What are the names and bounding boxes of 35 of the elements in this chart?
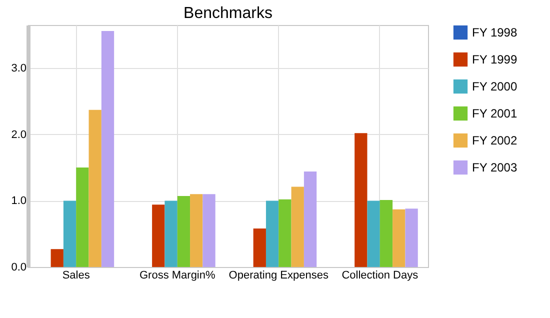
legend-label: FY 1998 (472, 26, 518, 40)
bar (50, 249, 64, 267)
y-tick-label: 0.0 (11, 262, 26, 274)
bar (304, 172, 317, 267)
legend-label: FY 2002 (472, 134, 518, 148)
bar (278, 199, 292, 267)
bar (266, 200, 279, 267)
chart-title: Benchmarks (184, 5, 272, 22)
x-tick-label: Gross Margin% (139, 270, 216, 282)
legend-label: FY 1999 (472, 52, 518, 66)
bar (177, 196, 190, 267)
bar (367, 200, 380, 267)
x-tick-label: Collection Days (342, 270, 419, 282)
bar (202, 194, 216, 267)
bar (88, 110, 102, 267)
bar (76, 168, 89, 267)
bar (354, 133, 368, 267)
bar (190, 194, 203, 267)
legend-label: FY 2000 (472, 80, 518, 94)
legend-label: FY 2003 (472, 160, 518, 174)
bar (392, 209, 406, 267)
y-tick-label: 2.0 (11, 128, 26, 141)
bar (164, 200, 178, 267)
bar (152, 204, 165, 267)
bar (101, 30, 114, 267)
bar (405, 208, 418, 267)
x-tick-label: Operating Expenses (228, 270, 329, 282)
bar (380, 200, 393, 267)
bar (63, 200, 76, 267)
legend-label: FY 2001 (472, 106, 518, 120)
y-tick-label: 1.0 (11, 195, 26, 208)
bar (253, 228, 266, 267)
y-tick-label: 3.0 (11, 62, 26, 75)
bar (291, 186, 304, 267)
x-tick-label: Sales (62, 270, 90, 282)
